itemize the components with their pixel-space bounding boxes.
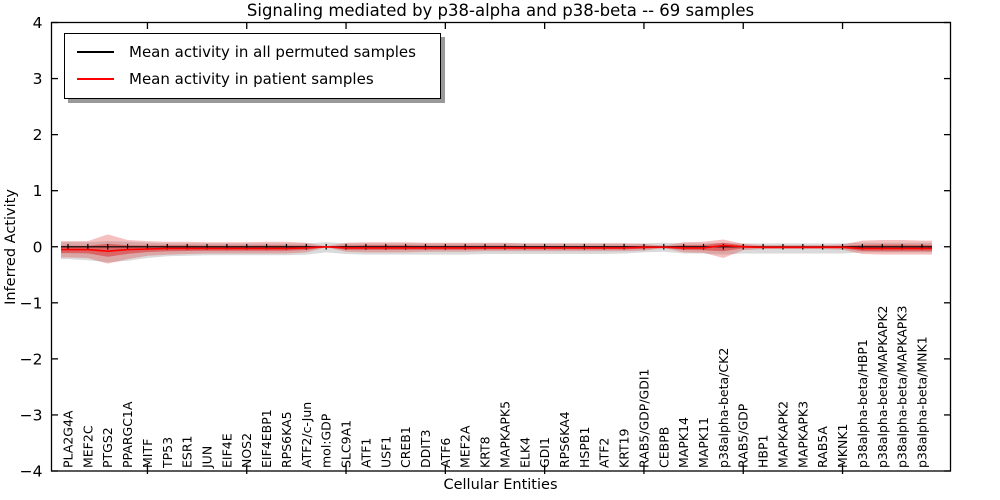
x-tick-label: ATF2 bbox=[597, 438, 612, 468]
x-tick-label: MAPKAPK2 bbox=[775, 401, 790, 468]
legend-label-patient: Mean activity in patient samples bbox=[129, 70, 374, 88]
x-tick-label: PLA2G4A bbox=[61, 410, 76, 468]
x-tick-label: MAPKAPK3 bbox=[795, 401, 810, 468]
legend-line-sample-black bbox=[77, 51, 114, 53]
x-axis-label: Cellular Entities bbox=[443, 477, 558, 493]
patient-mean-line bbox=[61, 244, 932, 253]
y-tick-label: −2 bbox=[20, 350, 43, 368]
x-tick-label: PTGS2 bbox=[100, 427, 115, 468]
x-tick-label: PPARGC1A bbox=[120, 401, 135, 468]
x-tick-label: RAB5/GDP bbox=[736, 403, 751, 468]
legend-entry-patient: Mean activity in patient samples bbox=[77, 70, 416, 88]
x-tick-label: CREB1 bbox=[398, 426, 413, 468]
x-tick-label: MKNK1 bbox=[835, 424, 850, 468]
x-tick-label: EIF4E bbox=[219, 433, 234, 468]
x-tick-label: ELK4 bbox=[517, 437, 532, 468]
x-tick-label: p38alpha-beta/CK2 bbox=[716, 348, 731, 468]
x-tick-label: MAPKAPK5 bbox=[497, 401, 512, 468]
x-tick-label: EIF4EBP1 bbox=[259, 409, 274, 468]
x-tick-label: HSPB1 bbox=[577, 427, 592, 468]
x-tick-label: CEBPB bbox=[656, 427, 671, 468]
x-tick-label: RAB5A bbox=[815, 426, 830, 468]
x-tick-label: SLC9A1 bbox=[339, 420, 354, 468]
x-tick-label: p38alpha-beta/HBP1 bbox=[855, 339, 870, 468]
legend-label-permuted: Mean activity in all permuted samples bbox=[129, 43, 416, 61]
x-tick-label: MEF2A bbox=[458, 425, 473, 468]
y-tick-label: 4 bbox=[33, 14, 43, 32]
x-tick-label: GDI1 bbox=[537, 437, 552, 468]
x-tick-label: TP53 bbox=[160, 437, 175, 469]
x-tick-label: MAPK11 bbox=[696, 417, 711, 468]
x-tick-label: NOS2 bbox=[239, 433, 254, 468]
x-tick-label: p38alpha-beta/MNK1 bbox=[914, 336, 929, 468]
y-tick-label: 0 bbox=[33, 238, 43, 256]
y-tick-label: −3 bbox=[20, 406, 43, 424]
x-tick-label: ESR1 bbox=[180, 436, 195, 468]
x-tick-label: ATF6 bbox=[438, 438, 453, 468]
x-tick-label: MEF2C bbox=[80, 425, 95, 468]
x-tick-label: USF1 bbox=[378, 436, 393, 468]
x-tick-label: RPS6KA4 bbox=[557, 411, 572, 468]
y-axis-label: Inferred Activity bbox=[3, 189, 19, 305]
x-tick-label: mol:GDP bbox=[319, 413, 334, 468]
x-tick-label: ATF1 bbox=[358, 438, 373, 468]
x-tick-label: MAPK14 bbox=[676, 417, 691, 468]
y-tick-label: 1 bbox=[33, 182, 43, 200]
y-tick-label: −4 bbox=[20, 462, 43, 480]
legend: Mean activity in all permuted samples Me… bbox=[64, 33, 441, 99]
x-tick-label: DDIT3 bbox=[418, 429, 433, 468]
x-tick-label: p38alpha-beta/MAPKAPK2 bbox=[875, 306, 890, 469]
x-tick-label: JUN bbox=[200, 446, 215, 469]
y-tick-label: −1 bbox=[20, 294, 43, 312]
x-tick-label: HBP1 bbox=[756, 435, 771, 468]
x-tick-label: MITF bbox=[140, 439, 155, 468]
chart-title: Signaling mediated by p38-alpha and p38-… bbox=[246, 1, 755, 20]
y-tick-label: 2 bbox=[33, 126, 43, 144]
x-tick-label: KRT8 bbox=[478, 436, 493, 468]
x-tick-label: RPS6KA5 bbox=[279, 411, 294, 468]
legend-line-sample-red bbox=[77, 78, 114, 80]
x-tick-label: ATF2/c-Jun bbox=[299, 402, 314, 468]
x-tick-label: p38alpha-beta/MAPKAPK3 bbox=[895, 306, 910, 469]
legend-entry-permuted: Mean activity in all permuted samples bbox=[77, 43, 416, 61]
y-tick-label: 3 bbox=[33, 70, 43, 88]
x-tick-label: KRT19 bbox=[617, 428, 632, 468]
x-tick-label: RAB5/GDP/GDI1 bbox=[636, 369, 651, 468]
